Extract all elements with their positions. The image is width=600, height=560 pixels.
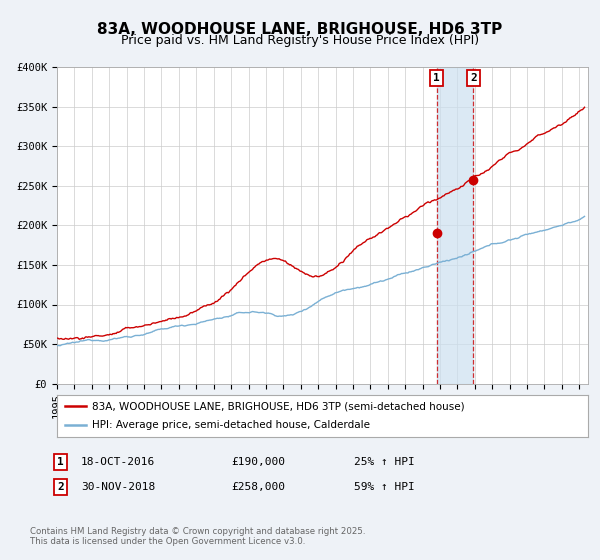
Text: 18-OCT-2016: 18-OCT-2016 [81,457,155,467]
Text: 59% ↑ HPI: 59% ↑ HPI [354,482,415,492]
Text: 83A, WOODHOUSE LANE, BRIGHOUSE, HD6 3TP (semi-detached house): 83A, WOODHOUSE LANE, BRIGHOUSE, HD6 3TP … [92,401,464,411]
Text: 1: 1 [57,457,64,467]
Text: Price paid vs. HM Land Registry's House Price Index (HPI): Price paid vs. HM Land Registry's House … [121,34,479,46]
Bar [437,67,473,384]
Text: 1: 1 [433,73,440,83]
Text: £190,000: £190,000 [231,457,285,467]
Text: 83A, WOODHOUSE LANE, BRIGHOUSE, HD6 3TP: 83A, WOODHOUSE LANE, BRIGHOUSE, HD6 3TP [97,22,503,38]
Text: Contains HM Land Registry data © Crown copyright and database right 2025.
This d: Contains HM Land Registry data © Crown c… [30,526,365,546]
Text: £258,000: £258,000 [231,482,285,492]
Text: 25% ↑ HPI: 25% ↑ HPI [354,457,415,467]
Text: 2: 2 [470,73,477,83]
Text: HPI: Average price, semi-detached house, Calderdale: HPI: Average price, semi-detached house,… [92,421,370,431]
Text: 2: 2 [57,482,64,492]
Text: 30-NOV-2018: 30-NOV-2018 [81,482,155,492]
